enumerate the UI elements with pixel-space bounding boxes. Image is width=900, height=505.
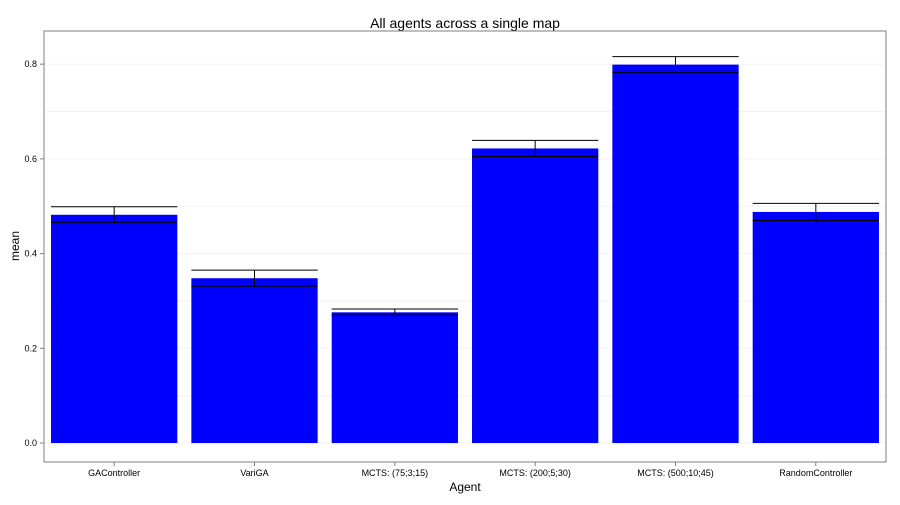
- bar: [331, 312, 458, 444]
- x-tick-label: RandomController: [779, 468, 852, 478]
- y-tick-label: 0.4: [24, 249, 37, 259]
- y-tick-label: 0.6: [24, 154, 37, 164]
- bar: [191, 278, 318, 444]
- x-tick-label: MCTS: (200;5;30): [499, 468, 571, 478]
- plot-area: [43, 30, 887, 463]
- bar: [752, 211, 879, 444]
- x-axis-ticks: GAController VariGA MCTS: (75;3;15) MCTS: (…: [88, 462, 852, 478]
- error-bars: [51, 56, 879, 316]
- bar: [51, 214, 178, 444]
- y-axis-title: mean: [8, 231, 22, 261]
- bar: [472, 148, 599, 444]
- x-tick-label: MCTS: (75;3;15): [362, 468, 429, 478]
- y-tick-label: 0.0: [24, 438, 37, 448]
- bar: [612, 64, 739, 444]
- grid-lines: [45, 63, 885, 444]
- y-axis-ticks: 0.0 0.2 0.4 0.6 0.8: [24, 59, 44, 448]
- y-tick-label: 0.2: [24, 343, 37, 353]
- bars: [51, 64, 879, 444]
- x-axis-title: Agent: [449, 480, 481, 494]
- x-tick-label: VariGA: [240, 468, 268, 478]
- x-tick-label: GAController: [88, 468, 140, 478]
- chart-title: All agents across a single map: [370, 15, 560, 31]
- y-tick-label: 0.8: [24, 59, 37, 69]
- x-tick-label: MCTS: (500;10;45): [637, 468, 714, 478]
